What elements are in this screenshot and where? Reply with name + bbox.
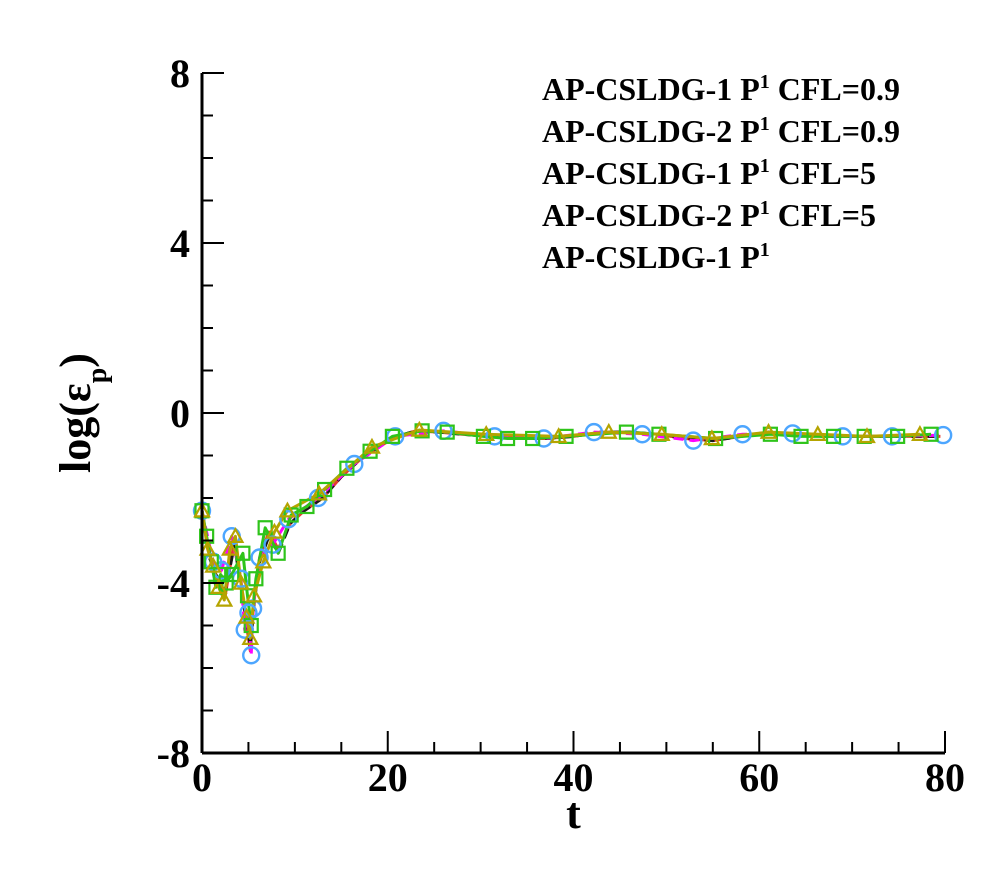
series-3-point [278, 501, 297, 518]
series-3-point [245, 586, 263, 603]
x-tick-label: 60 [739, 755, 779, 800]
series-5-point [933, 425, 953, 445]
series-3-point [215, 590, 234, 607]
series-5-point [485, 427, 504, 446]
series-5-point [783, 424, 802, 443]
legend-entry-4: AP-CSLDG-2 P1 CFL=5 [542, 197, 876, 233]
series-5-point [733, 425, 752, 444]
series-5-point [882, 427, 902, 446]
series-4-point [618, 424, 635, 440]
series-4-point [224, 566, 240, 583]
legend-entry-superscript: 1 [760, 239, 770, 261]
series-4-point [890, 428, 906, 444]
series-4-point [257, 520, 273, 536]
series-4-point [499, 430, 516, 447]
series-4-point [525, 430, 541, 447]
series-3-point [226, 526, 245, 543]
series-3-point [911, 424, 929, 441]
series-3-point [265, 522, 284, 539]
legend-entry-superscript: 1 [760, 71, 770, 93]
legend-entry-1: AP-CSLDG-1 P1 CFL=0.9 [542, 71, 900, 107]
series-line-5 [200, 429, 944, 657]
legend-entry-superscript: 1 [760, 113, 770, 135]
plot-area [192, 420, 953, 665]
x-tick-label: 0 [192, 755, 212, 800]
series-3-point [204, 556, 223, 573]
y-axis-title-close: ) [51, 353, 100, 368]
x-tick-label: 40 [554, 755, 594, 800]
legend-entry-text: AP-CSLDG-1 P [542, 71, 760, 107]
legend: AP-CSLDG-1 P1 CFL=0.9AP-CSLDG-2 P1 CFL=0… [542, 71, 900, 275]
series-4-point [793, 428, 809, 444]
series-5-point [239, 603, 258, 622]
series-4-point [439, 424, 455, 440]
legend-entry-5: AP-CSLDG-1 P1 [542, 239, 770, 275]
legend-entry-3: AP-CSLDG-1 P1 CFL=5 [542, 155, 876, 191]
series-5-point [242, 646, 261, 665]
y-tick-label: 8 [170, 51, 190, 96]
series-5-point [684, 431, 703, 450]
series-3-point [599, 422, 618, 439]
series-3-point [759, 422, 778, 439]
x-tick-label: 80 [925, 755, 965, 800]
legend-entry-2: AP-CSLDG-2 P1 CFL=0.9 [542, 113, 900, 149]
series-5-point [833, 427, 853, 446]
series-4-point [339, 460, 355, 476]
series-5-point [250, 548, 269, 567]
y-tick-label: 0 [170, 391, 190, 436]
series-3-point [209, 577, 228, 594]
series-4-point [825, 428, 842, 444]
series-3-point [241, 628, 260, 645]
series-3-point [410, 420, 429, 437]
legend-entry-text: AP-CSLDG-1 P [542, 155, 760, 191]
series-5-point [279, 510, 298, 529]
legend-entry-superscript: 1 [760, 197, 770, 219]
x-ticks: 0 20 40 60 80 [192, 731, 965, 800]
x-tick-label: 20 [368, 755, 408, 800]
legend-entry-text: CFL=5 [770, 155, 876, 191]
legend-entry-text: CFL=0.9 [770, 113, 900, 149]
series-3-point [703, 429, 721, 446]
legend-entry-text: AP-CSLDG-2 P [542, 197, 760, 233]
x-axis-title: t [566, 789, 581, 838]
series-5-point [534, 429, 553, 448]
y-ticks: -8 -4 0 4 8 [157, 51, 224, 776]
y-tick-label: -4 [157, 561, 190, 606]
series-4-point [248, 571, 264, 587]
series-3-point [363, 437, 381, 454]
series-5-point [584, 422, 604, 442]
series-4-point [270, 545, 286, 561]
series-line-1 [200, 429, 941, 653]
series-3-point [808, 424, 827, 441]
series-4-point [475, 428, 492, 444]
legend-entry-text: CFL=0.9 [770, 71, 900, 107]
series-line-2 [200, 429, 941, 649]
series-3-point [220, 539, 239, 556]
series-4-point [299, 498, 315, 515]
legend-entry-text: AP-CSLDG-2 P [542, 113, 760, 149]
series-5-point [385, 427, 405, 446]
series-4-point [384, 428, 400, 444]
y-tick-label: 4 [170, 221, 190, 266]
series-3-point [254, 552, 273, 569]
legend-entry-text: AP-CSLDG-1 P [542, 239, 760, 275]
series-3-point [198, 539, 217, 556]
y-axis-title-subscript: p [82, 368, 113, 384]
series-line-3 [200, 428, 920, 640]
series-3-point [237, 607, 256, 624]
y-axis-title-main: log(ε [51, 383, 100, 473]
series-3-point [858, 427, 876, 444]
series-3-point [652, 424, 671, 441]
legend-entry-superscript: 1 [760, 155, 770, 177]
series-3-point [477, 424, 496, 441]
series-3-point [232, 573, 250, 590]
series-3-point [549, 427, 568, 444]
series-5-point [633, 425, 652, 444]
series-3-point [310, 484, 328, 501]
y-tick-label: -8 [157, 731, 190, 776]
y-axis-title: log(εp) [51, 353, 113, 473]
series-line-4 [200, 429, 932, 627]
legend-entry-text: CFL=5 [770, 197, 876, 233]
